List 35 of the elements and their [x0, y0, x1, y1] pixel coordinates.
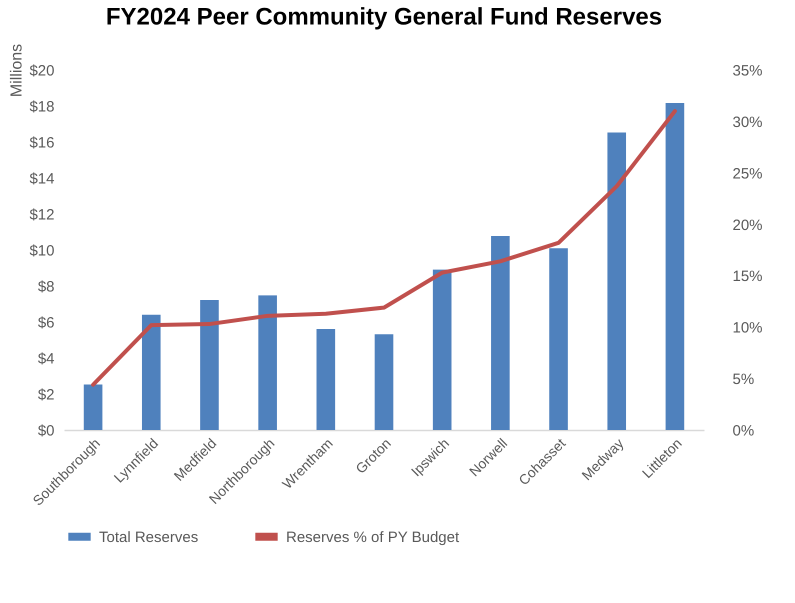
y-tick-label: $8 [38, 278, 54, 296]
y2-tick-label: 30% [732, 114, 763, 131]
bar [258, 295, 277, 430]
legend-label: Total Reserves [99, 528, 198, 546]
y-tick-label: $0 [38, 422, 54, 440]
y-tick-label: $10 [29, 242, 54, 260]
y-tick-label: $12 [29, 206, 54, 224]
y-tick-label: $20 [29, 62, 54, 80]
y2-tick-label: 35% [732, 62, 763, 80]
bar [666, 102, 684, 430]
bar [607, 132, 626, 430]
y-tick-label: $4 [38, 350, 54, 368]
y2-tick-label: 0% [732, 422, 754, 440]
y-tick-label: $18 [29, 98, 54, 116]
legend-label: Reserves % of PY Budget [286, 528, 460, 546]
bar [374, 334, 394, 430]
y-tick-label: $2 [38, 386, 54, 404]
bar [432, 270, 452, 430]
bar [491, 236, 510, 430]
bar [200, 300, 219, 430]
y-tick-label: $16 [29, 134, 54, 152]
y-axis-title: Millions [8, 44, 26, 98]
line-series [91, 109, 677, 387]
y2-tick-label: 10% [732, 320, 763, 337]
bar [84, 384, 102, 430]
y2-tick-label: 5% [732, 371, 754, 388]
y2-tick-label: 25% [732, 165, 763, 182]
y-tick-label: $6 [38, 314, 54, 332]
bar [549, 248, 568, 430]
bar [316, 329, 336, 430]
chart-title: FY2024 Peer Community General Fund Reserves [106, 3, 662, 30]
bar [142, 314, 161, 430]
y2-tick-label: 20% [732, 216, 763, 234]
y2-tick-label: 15% [732, 268, 763, 286]
y-tick-label: $14 [29, 170, 54, 188]
